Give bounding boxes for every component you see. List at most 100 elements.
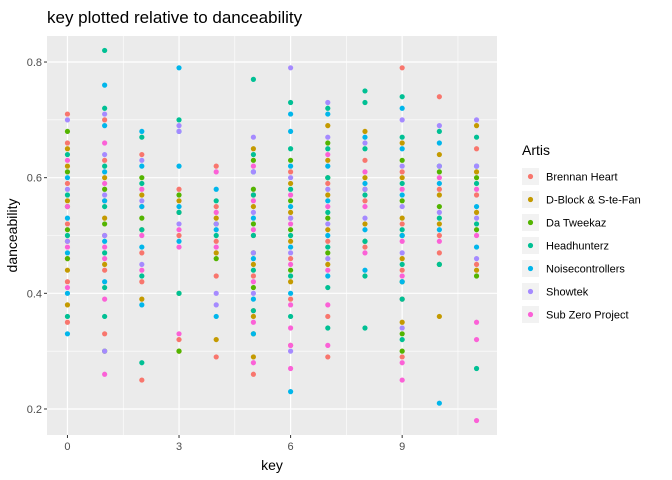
data-point — [325, 273, 331, 279]
data-point — [250, 134, 256, 140]
data-point — [399, 267, 405, 273]
data-point — [213, 302, 219, 308]
legend-title: Artis — [522, 142, 550, 158]
data-point — [176, 290, 182, 296]
data-point — [139, 232, 145, 239]
data-point — [399, 105, 405, 111]
data-point — [64, 186, 71, 192]
data-point — [399, 186, 405, 192]
data-point — [436, 400, 442, 406]
data-point — [102, 221, 108, 227]
data-point — [473, 203, 480, 210]
data-point — [64, 313, 71, 320]
data-point — [436, 203, 442, 210]
data-point — [176, 203, 182, 210]
data-point — [288, 186, 294, 192]
data-point — [325, 342, 331, 348]
data-point — [102, 47, 108, 54]
data-point — [102, 348, 108, 354]
data-point — [64, 221, 71, 227]
data-point — [102, 331, 108, 337]
data-point — [362, 198, 368, 204]
data-point — [399, 319, 405, 325]
legend-label: Noisecontrollers — [546, 264, 625, 276]
data-point — [473, 163, 480, 169]
legend-label: Headhunterz — [546, 241, 609, 253]
data-point — [64, 203, 71, 210]
data-point — [325, 203, 331, 210]
data-point — [64, 111, 71, 117]
data-point — [288, 313, 294, 320]
data-point — [102, 267, 108, 273]
data-point — [325, 267, 331, 273]
data-point — [288, 250, 294, 256]
data-point — [102, 203, 108, 210]
legend-label: Brennan Heart — [546, 172, 618, 184]
data-point — [362, 140, 368, 146]
data-point — [213, 221, 219, 227]
data-point — [102, 284, 108, 291]
data-point — [64, 302, 71, 308]
data-point — [139, 134, 145, 140]
data-point — [325, 123, 331, 129]
data-point — [362, 99, 368, 106]
data-point — [64, 279, 71, 285]
data-point — [362, 192, 368, 198]
data-point — [139, 175, 145, 181]
legend-label: D-Block & S-te-Fan — [546, 195, 641, 207]
data-point — [250, 296, 256, 302]
data-point — [288, 227, 294, 233]
data-point — [436, 140, 442, 146]
y-axis-title: danceability — [4, 199, 20, 273]
data-point — [102, 117, 108, 123]
data-point — [399, 94, 405, 100]
data-point — [176, 65, 182, 71]
legend-label: Sub Zero Project — [546, 310, 629, 322]
data-point — [176, 123, 182, 129]
data-point — [325, 354, 331, 360]
data-point — [362, 221, 368, 227]
data-point — [399, 180, 405, 187]
data-point — [288, 342, 294, 348]
data-point — [288, 157, 294, 163]
legend-key-point — [527, 265, 534, 272]
data-point — [250, 203, 256, 210]
data-point — [250, 215, 256, 221]
data-point — [102, 175, 108, 181]
data-point — [288, 169, 294, 175]
data-point — [250, 279, 256, 285]
data-point — [436, 250, 442, 256]
data-point — [399, 336, 405, 343]
data-point — [288, 111, 294, 117]
data-point — [213, 186, 219, 192]
data-point — [288, 267, 294, 273]
data-point — [436, 209, 442, 215]
data-point — [362, 244, 368, 250]
data-point — [399, 250, 405, 256]
data-point — [250, 163, 256, 169]
data-point — [64, 238, 71, 244]
data-point — [399, 157, 405, 163]
legend-item: Brennan Heart — [522, 168, 618, 185]
data-point — [64, 319, 71, 325]
data-point — [473, 146, 480, 152]
data-point — [399, 354, 405, 360]
data-point — [288, 348, 294, 354]
legend-label: Showtek — [546, 287, 589, 299]
data-point — [250, 319, 256, 325]
data-point — [176, 244, 182, 250]
data-point — [473, 417, 480, 424]
series-group — [64, 65, 480, 406]
data-point — [399, 169, 405, 175]
legend-item: Headhunterz — [522, 237, 609, 254]
data-point — [325, 221, 331, 227]
data-point — [288, 256, 294, 262]
data-point — [102, 215, 108, 221]
data-point — [473, 215, 480, 221]
data-point — [325, 250, 331, 256]
legend-label: Da Tweekaz — [546, 218, 606, 230]
data-point — [436, 151, 442, 158]
data-point — [362, 175, 368, 181]
data-point — [325, 180, 331, 187]
y-tick-label: 0.8 — [27, 57, 42, 69]
